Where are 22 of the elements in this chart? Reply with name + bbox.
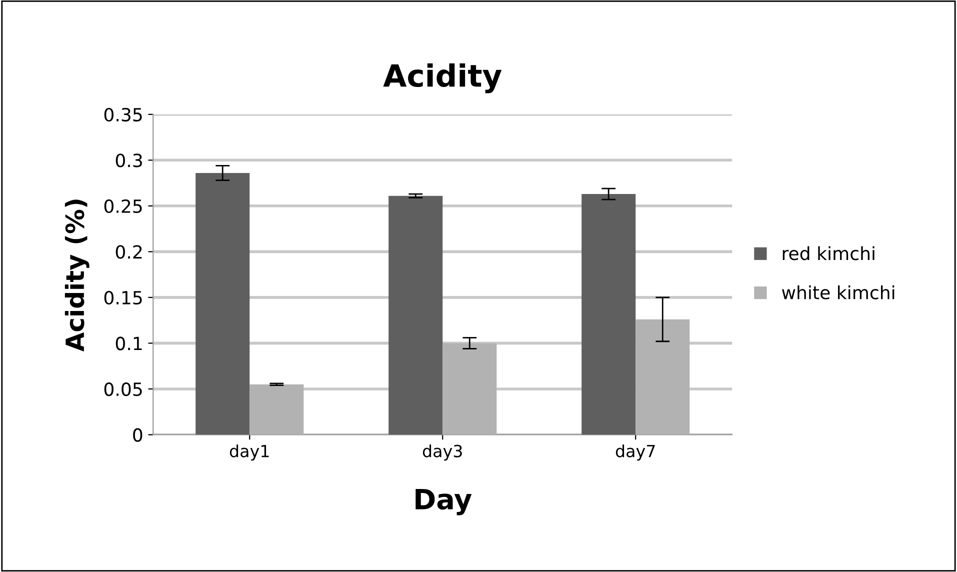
legend-label: white kimchi [782, 285, 894, 300]
y-tick-label: 0.25 [104, 199, 142, 214]
legend-label: red kimchi [782, 246, 874, 260]
bar [388, 196, 443, 435]
x-axis-title: Day [416, 488, 472, 516]
y-axis-title: Acidity (%) [64, 200, 90, 352]
y-tick-label: 0.05 [104, 382, 142, 396]
y-tick-label: 0.35 [104, 108, 142, 122]
y-tick-label: 0.2 [116, 245, 142, 259]
x-tick-label: day3 [422, 444, 462, 461]
bar [442, 343, 497, 435]
x-tick-label: day7 [616, 444, 655, 461]
bar [636, 319, 690, 435]
y-tick-label: 0 [133, 428, 142, 442]
bar [250, 384, 304, 435]
x-tick-label: day1 [230, 444, 269, 461]
chart-title: Acidity [383, 63, 502, 94]
y-tick-label: 0.1 [116, 336, 142, 350]
bar [196, 172, 250, 435]
y-tick-label: 0.3 [116, 154, 142, 168]
bar [582, 194, 636, 435]
y-tick-label: 0.15 [104, 290, 142, 305]
